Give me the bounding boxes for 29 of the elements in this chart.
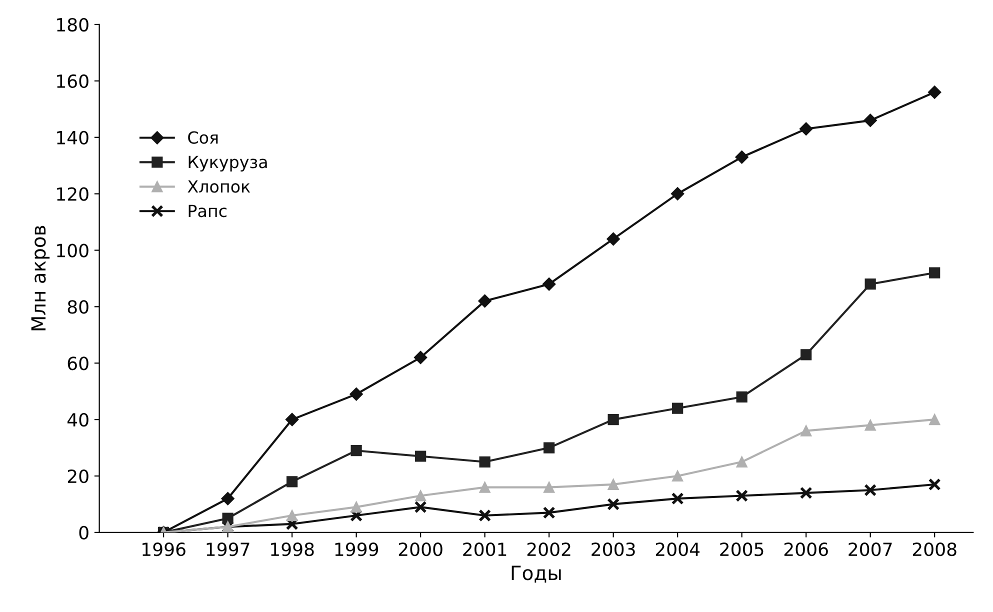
x-tick-label: 2004: [656, 542, 700, 556]
y-tick-label: 160: [57, 74, 88, 88]
x-tick-label: 2002: [527, 542, 570, 556]
x-tick-label: 2001: [463, 542, 506, 556]
y-axis-title: Млн акров: [31, 226, 50, 330]
x-tick-label: 2008: [912, 542, 956, 556]
x-tick-label: 2005: [720, 542, 764, 556]
x-tick-label: 2000: [398, 542, 442, 556]
x-tick-label: 1997: [206, 542, 250, 556]
x-axis-title: Годы: [512, 566, 561, 583]
x-tick-label: 1998: [271, 542, 314, 556]
y-tick-label: 20: [68, 469, 88, 484]
x-tick-label: 2003: [592, 542, 635, 556]
legend-label: Рапс: [188, 204, 226, 218]
legend-label: Хлопок: [188, 180, 250, 193]
y-tick-label: 140: [57, 130, 88, 144]
y-tick-label: 60: [68, 356, 88, 370]
y-tick-label: 40: [67, 413, 88, 427]
x-tick-label: 2006: [784, 542, 828, 556]
x-tick-label: 1996: [142, 542, 186, 556]
y-tick-label: 0: [79, 526, 88, 540]
y-tick-label: 100: [57, 244, 88, 258]
y-tick-label: 180: [57, 18, 88, 32]
x-tick-label: 2007: [848, 542, 892, 556]
y-tick-label: 120: [57, 187, 88, 201]
legend-label: Соя: [188, 131, 218, 144]
x-tick-label: 1999: [335, 542, 378, 556]
y-tick-label: 80: [68, 300, 88, 314]
legend-label: Кукуруза: [188, 156, 267, 172]
